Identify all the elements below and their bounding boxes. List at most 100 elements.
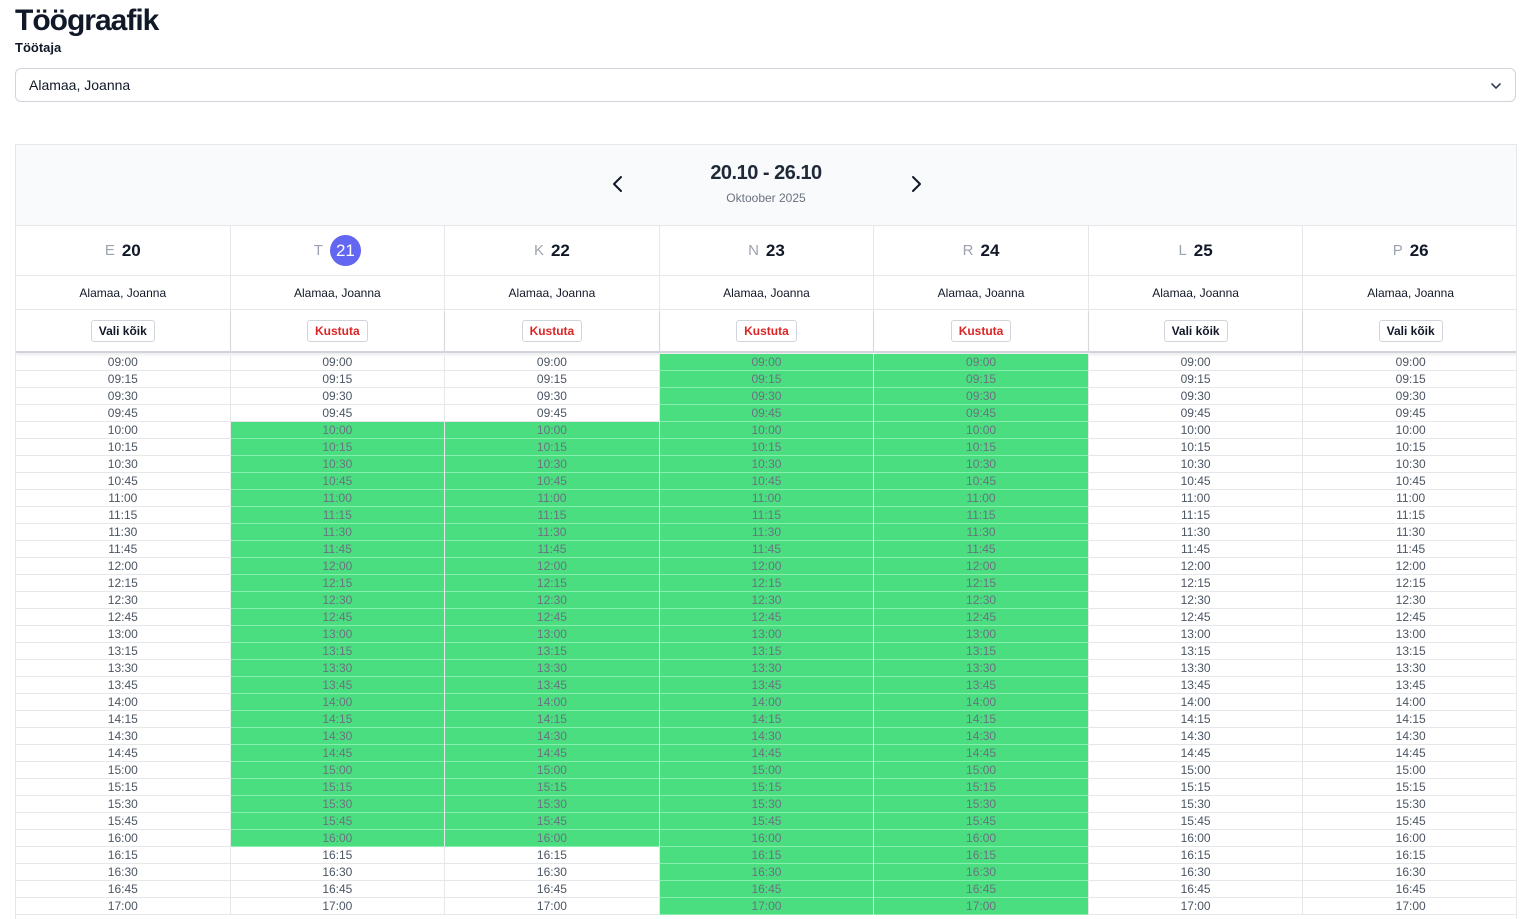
time-slot[interactable]: 16:15 [445, 847, 659, 864]
time-slot[interactable]: 16:30 [659, 864, 874, 881]
time-slot[interactable]: 15:30 [16, 796, 230, 813]
time-slot[interactable]: 11:00 [874, 490, 1088, 507]
time-slot[interactable]: 15:30 [445, 796, 659, 813]
time-slot[interactable]: 14:45 [1088, 745, 1303, 762]
time-slot[interactable]: 14:45 [230, 745, 445, 762]
time-slot[interactable]: 12:45 [659, 609, 874, 626]
time-slot[interactable]: 11:00 [445, 490, 659, 507]
time-slot[interactable]: 17:00 [874, 898, 1088, 915]
time-slot[interactable]: 11:45 [230, 541, 445, 558]
next-week-button[interactable] [905, 173, 927, 195]
time-slot[interactable]: 11:00 [659, 490, 874, 507]
time-slot[interactable]: 15:45 [1088, 813, 1303, 830]
time-slot[interactable]: 15:15 [1303, 779, 1516, 796]
time-slot[interactable]: 09:15 [230, 371, 445, 388]
time-slot[interactable]: 16:45 [445, 881, 659, 898]
time-slot[interactable]: 09:30 [1303, 388, 1516, 405]
time-slot[interactable]: 14:45 [1303, 745, 1516, 762]
time-slot[interactable]: 09:00 [1303, 354, 1516, 371]
time-slot[interactable]: 12:45 [230, 609, 445, 626]
time-slot[interactable]: 12:00 [1303, 558, 1516, 575]
time-slot[interactable]: 09:15 [874, 371, 1088, 388]
time-slot[interactable]: 12:45 [16, 609, 230, 626]
time-slot[interactable]: 12:00 [445, 558, 659, 575]
time-slot[interactable]: 13:15 [230, 643, 445, 660]
time-slot[interactable]: 11:00 [16, 490, 230, 507]
time-slot[interactable]: 16:15 [659, 847, 874, 864]
time-slot[interactable]: 14:30 [659, 728, 874, 745]
time-slot[interactable]: 12:15 [445, 575, 659, 592]
time-slot[interactable]: 09:15 [1088, 371, 1303, 388]
time-slot[interactable]: 10:15 [1303, 439, 1516, 456]
time-slot[interactable]: 16:00 [659, 830, 874, 847]
time-slot[interactable]: 15:30 [1088, 796, 1303, 813]
time-slot[interactable]: 10:15 [659, 439, 874, 456]
time-slot[interactable]: 13:45 [659, 677, 874, 694]
time-slot[interactable]: 15:45 [1303, 813, 1516, 830]
time-slot[interactable]: 10:15 [1088, 439, 1303, 456]
time-slot[interactable]: 09:45 [230, 405, 445, 422]
time-slot[interactable]: 13:30 [1088, 660, 1303, 677]
time-slot[interactable]: 13:15 [1088, 643, 1303, 660]
time-slot[interactable]: 09:00 [1088, 354, 1303, 371]
time-slot[interactable]: 10:15 [16, 439, 230, 456]
time-slot[interactable]: 12:30 [874, 592, 1088, 609]
time-slot[interactable]: 12:00 [16, 558, 230, 575]
time-slot[interactable]: 12:00 [659, 558, 874, 575]
time-slot[interactable]: 17:00 [659, 898, 874, 915]
time-slot[interactable]: 13:30 [1303, 660, 1516, 677]
time-slot[interactable]: 17:00 [230, 898, 445, 915]
time-slot[interactable]: 09:00 [659, 354, 874, 371]
time-slot[interactable]: 12:00 [1088, 558, 1303, 575]
time-slot[interactable]: 15:15 [659, 779, 874, 796]
select-all-button[interactable]: Vali kõik [1378, 319, 1443, 342]
time-slot[interactable]: 11:30 [659, 524, 874, 541]
time-slot[interactable]: 12:15 [874, 575, 1088, 592]
time-slot[interactable]: 10:30 [16, 456, 230, 473]
time-slot[interactable]: 13:15 [874, 643, 1088, 660]
time-slot[interactable]: 16:15 [1088, 847, 1303, 864]
time-slot[interactable]: 14:45 [445, 745, 659, 762]
time-slot[interactable]: 10:45 [1303, 473, 1516, 490]
time-slot[interactable]: 15:00 [1088, 762, 1303, 779]
time-slot[interactable]: 12:15 [230, 575, 445, 592]
time-slot[interactable]: 15:30 [1303, 796, 1516, 813]
time-slot[interactable]: 10:15 [445, 439, 659, 456]
time-slot[interactable]: 14:30 [874, 728, 1088, 745]
time-slot[interactable]: 16:30 [874, 864, 1088, 881]
time-slot[interactable]: 10:45 [445, 473, 659, 490]
time-slot[interactable]: 10:45 [1088, 473, 1303, 490]
time-slot[interactable]: 16:30 [1088, 864, 1303, 881]
time-slot[interactable]: 09:45 [1088, 405, 1303, 422]
time-slot[interactable]: 11:30 [874, 524, 1088, 541]
time-slot[interactable]: 16:15 [230, 847, 445, 864]
time-slot[interactable]: 13:45 [230, 677, 445, 694]
time-slot[interactable]: 12:45 [445, 609, 659, 626]
time-slot[interactable]: 09:00 [230, 354, 445, 371]
time-slot[interactable]: 11:15 [230, 507, 445, 524]
time-slot[interactable]: 10:45 [659, 473, 874, 490]
time-slot[interactable]: 09:15 [16, 371, 230, 388]
time-slot[interactable]: 12:15 [1303, 575, 1516, 592]
time-slot[interactable]: 11:45 [16, 541, 230, 558]
time-slot[interactable]: 16:00 [16, 830, 230, 847]
time-slot[interactable]: 13:15 [16, 643, 230, 660]
time-slot[interactable]: 15:00 [1303, 762, 1516, 779]
time-slot[interactable]: 17:00 [1303, 898, 1516, 915]
delete-button[interactable]: Kustuta [736, 319, 797, 342]
time-slot[interactable]: 09:45 [1303, 405, 1516, 422]
time-slot[interactable]: 10:00 [874, 422, 1088, 439]
time-slot[interactable]: 15:30 [230, 796, 445, 813]
time-slot[interactable]: 13:30 [16, 660, 230, 677]
time-slot[interactable]: 16:45 [1303, 881, 1516, 898]
time-slot[interactable]: 12:15 [659, 575, 874, 592]
time-slot[interactable]: 13:00 [1303, 626, 1516, 643]
delete-button[interactable]: Kustuta [950, 319, 1012, 342]
time-slot[interactable]: 09:30 [445, 388, 659, 405]
time-slot[interactable]: 14:30 [16, 728, 230, 745]
time-slot[interactable]: 09:30 [16, 388, 230, 405]
time-slot[interactable]: 13:30 [230, 660, 445, 677]
time-slot[interactable]: 16:45 [659, 881, 874, 898]
time-slot[interactable]: 16:45 [1088, 881, 1303, 898]
time-slot[interactable]: 15:15 [16, 779, 230, 796]
